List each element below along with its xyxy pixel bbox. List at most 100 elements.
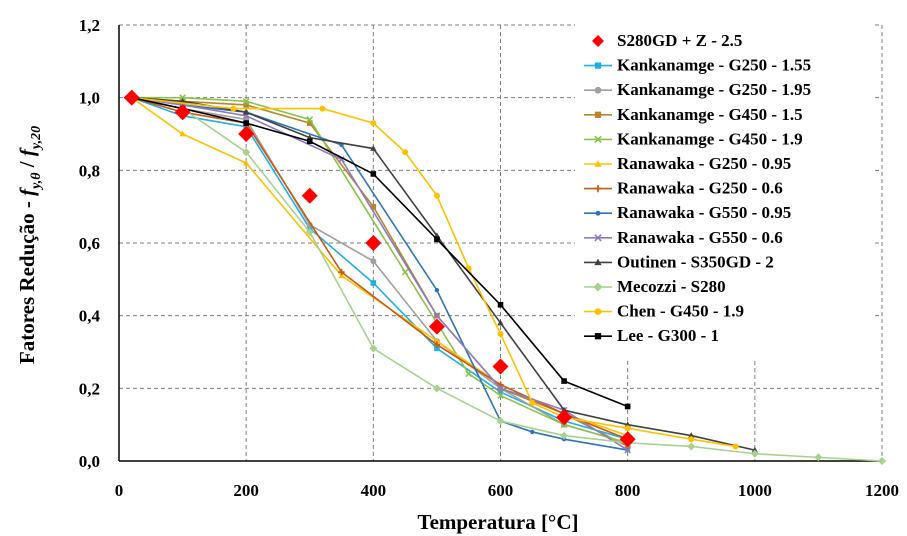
series-line [131, 96, 629, 451]
data-point [433, 192, 440, 199]
legend-label: Ranawaka - G550 - 0.95 [617, 203, 791, 222]
legend-label: Kankanamge - G250 - 1.55 [617, 56, 811, 75]
y-axis-title-sub2: y,20 [29, 126, 44, 151]
legend: S280GD + Z - 2.5 Kankanamge - G250 - 1.55… [575, 22, 875, 360]
legend-entry: Mecozzi - S280 [584, 277, 726, 296]
y-tick-label: 1,0 [79, 89, 100, 108]
x-tick-label: 200 [233, 481, 259, 500]
data-point [242, 108, 250, 115]
data-point [497, 389, 504, 395]
x-tick-label: 1200 [865, 481, 899, 500]
data-point [179, 94, 186, 102]
data-point [688, 432, 695, 438]
data-point [561, 378, 567, 384]
data-point [594, 258, 602, 266]
y-tick-label: 0,6 [79, 234, 100, 253]
data-point [306, 138, 313, 145]
y-axis-title: Fatores Redução - fy,θ / fy,20 [15, 126, 44, 364]
legend-label: Ranawaka - G550 - 0.6 [617, 228, 783, 247]
data-point [595, 210, 601, 216]
legend-entry: Kankanamge - G250 - 1.55 [584, 56, 811, 75]
data-point [432, 384, 441, 393]
x-tick-label: 400 [361, 481, 387, 500]
data-point [230, 105, 237, 112]
x-axis-title: Temperatura [°C] [417, 510, 578, 534]
data-point [370, 280, 377, 286]
legend-label: Ranawaka - G250 - 0.95 [617, 154, 791, 173]
data-point [560, 431, 569, 440]
data-point [529, 399, 536, 406]
data-point [687, 442, 696, 451]
legend-entry: Lee - G300 - 1 [584, 326, 719, 345]
data-point [624, 425, 631, 432]
data-point [750, 449, 759, 458]
y-axis-title-slash: / [15, 156, 39, 172]
y-axis-title-prefix: Fatores Redução - [15, 196, 39, 364]
y-tick-label: 0,4 [79, 307, 101, 326]
data-point [305, 228, 314, 237]
data-point [301, 187, 318, 204]
data-point [594, 234, 602, 242]
data-point [369, 344, 378, 353]
data-point [242, 97, 250, 105]
data-point [465, 370, 473, 378]
data-point [497, 319, 504, 326]
data-point [370, 203, 377, 210]
data-point [433, 337, 441, 344]
data-point [751, 446, 759, 453]
legend-entry: Ranawaka - G550 - 0.95 [584, 203, 791, 222]
data-point [593, 282, 603, 292]
legend-label: Kankanamge - G250 - 1.95 [617, 80, 811, 99]
data-point [434, 288, 440, 293]
x-tick-label: 0 [115, 481, 124, 500]
series-layer [123, 89, 886, 465]
data-point [492, 358, 509, 375]
legend-label: Outinen - S350GD - 2 [617, 252, 774, 271]
legend-background [575, 22, 875, 360]
y-tick-label: 0,8 [79, 161, 100, 180]
data-point [594, 111, 602, 118]
data-point [496, 417, 505, 426]
data-point [428, 318, 445, 335]
data-point [370, 171, 377, 177]
data-point [594, 86, 602, 94]
data-point [497, 392, 504, 399]
data-point [594, 135, 602, 144]
data-point [370, 258, 377, 265]
data-point [242, 148, 251, 157]
legend-label: Kankanamge - G450 - 1.5 [617, 105, 803, 124]
legend-label: Kankanamge - G450 - 1.9 [617, 129, 803, 148]
series-0 [123, 89, 636, 448]
y-tick-label: 0,0 [79, 452, 100, 471]
data-point [594, 308, 602, 315]
data-point [732, 443, 739, 450]
tick-labels: 0 200 400 600 800 1000 1200 0,0 0,2 0,4 0,6 0,8 1,0 1… [79, 16, 899, 500]
legend-entry: S280GD + Z - 2.5 [592, 31, 742, 50]
data-point [619, 431, 636, 448]
legend-label: Chen - G450 - 1.9 [617, 302, 744, 321]
legend-label: S280GD + Z - 2.5 [617, 31, 742, 50]
data-point [243, 120, 249, 126]
legend-label: Ranawaka - G250 - 0.6 [617, 179, 783, 198]
y-axis-title-f1: f [15, 187, 39, 196]
axes [118, 25, 882, 462]
data-point [306, 120, 313, 126]
x-tick-label: 800 [615, 481, 641, 500]
legend-label: Lee - G300 - 1 [617, 326, 719, 345]
legend-entry: Kankanamge - G450 - 1.5 [584, 105, 803, 124]
data-point [624, 403, 631, 410]
data-point [556, 409, 573, 426]
data-point [434, 345, 440, 352]
data-point [814, 453, 823, 462]
legend-entry: Chen - G450 - 1.9 [584, 302, 744, 321]
series-line [131, 96, 628, 440]
data-point [174, 104, 191, 121]
y-axis-title-f2: f [15, 147, 39, 156]
data-point [179, 130, 186, 137]
data-point [365, 235, 382, 251]
y-tick-label: 0,2 [79, 379, 100, 398]
data-point [370, 145, 377, 151]
data-point [242, 159, 250, 166]
data-point [497, 330, 504, 337]
